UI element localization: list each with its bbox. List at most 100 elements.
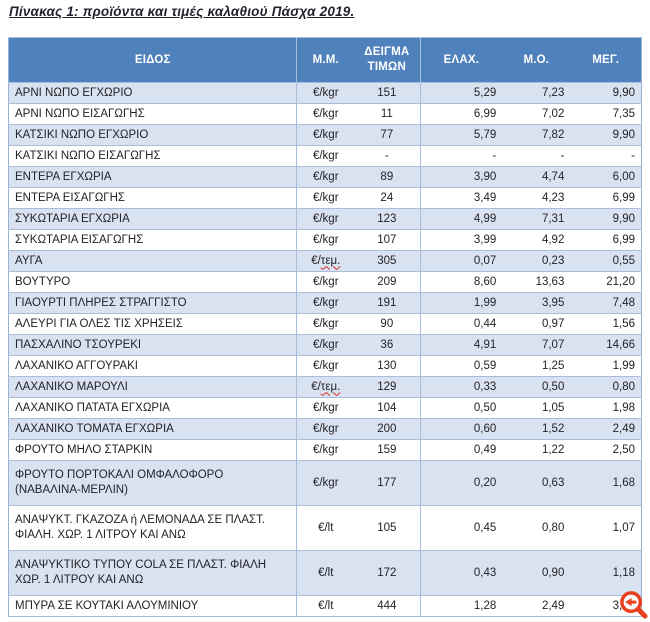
min-price-cell: 1,28 [420, 595, 503, 617]
table-caption: Πίνακας 1: προϊόντα και τιμές καλαθιού Π… [9, 4, 355, 19]
unit-cell: €/kgr [296, 166, 355, 188]
min-price-cell: 3,90 [420, 166, 503, 188]
product-name-cell: ΠΑΣΧΑΛΙΝΟ ΤΣΟΥΡΕΚΙ [8, 334, 298, 356]
product-name-cell: ΓΙΑΟΥΡΤΙ ΠΛΗΡΕΣ ΣΤΡΑΓΓΙΣΤΟ [8, 292, 298, 314]
table-row: ΑΡΝΙ ΝΩΠΟ ΕΙΣΑΓΩΓΗΣ €/kgr 11 6,99 7,02 7,35 [8, 103, 642, 125]
table-row: ΒΟΥΤΥΡΟ €/kgr 209 8,60 13,63 21,20 [8, 271, 642, 293]
sample-count-cell: 305 [354, 250, 421, 272]
sample-count-cell: 11 [354, 103, 421, 125]
sample-count-cell: 200 [354, 418, 421, 440]
sample-count-cell: 89 [354, 166, 421, 188]
product-name-cell: ΦΡΟΥΤΟ ΜΗΛΟ ΣΤΑΡΚΙΝ [8, 439, 298, 461]
product-name-cell: ΑΝΑΨΥΚΤ. ΓΚΑΖΟΖΑ ή ΛΕΜΟΝΑΔΑ ΣΕ ΠΛΑΣΤ. ΦΙ… [8, 505, 298, 551]
product-name-cell: ΑΥΓΑ [8, 250, 298, 272]
product-name-cell: ΚΑΤΣΙΚΙ ΝΩΠΟ ΕΓΧΩΡΙΟ [8, 124, 298, 146]
avg-price-cell: 13,63 [502, 271, 571, 293]
min-price-cell: 0,43 [420, 550, 503, 596]
sample-count-cell: 444 [354, 595, 421, 617]
table-row: ΑΡΝΙ ΝΩΠΟ ΕΓΧΩΡΙΟ €/kgr 151 5,29 7,23 9,90 [8, 82, 642, 104]
avg-price-cell: 7,31 [502, 208, 571, 230]
max-price-cell: 7,35 [570, 103, 642, 125]
min-price-cell: - [420, 145, 503, 167]
unit-cell: €/kgr [296, 103, 355, 125]
table-row: ΜΠΥΡΑ ΣΕ ΚΟΥΤΑΚΙ ΑΛΟΥΜΙΝΙΟΥ €/lt 444 1,28 2,… [8, 595, 642, 617]
sample-count-cell: 130 [354, 355, 421, 377]
min-price-cell: 0,07 [420, 250, 503, 272]
unit-cell: €/kgr [296, 82, 355, 104]
max-price-cell: 1,98 [570, 397, 642, 419]
product-name-cell: ΕΝΤΕΡΑ ΕΙΣΑΓΩΓΗΣ [8, 187, 298, 209]
min-price-cell: 3,49 [420, 187, 503, 209]
table-row: ΑΛΕΥΡΙ ΓΙΑ ΟΛΕΣ ΤΙΣ ΧΡΗΣΕΙΣ €/kgr 90 0,44 0,… [8, 313, 642, 335]
min-price-cell: 0,59 [420, 355, 503, 377]
table-row: ΑΥΓΑ €/τεμ. 305 0,07 0,23 0,55 [8, 250, 642, 272]
product-name-cell: ΕΝΤΕΡΑ ΕΓΧΩΡΙΑ [8, 166, 298, 188]
max-price-cell: 9,90 [570, 208, 642, 230]
product-name-cell: ΑΝΑΨΥΚΤΙΚΟ ΤΥΠΟΥ COLA ΣΕ ΠΛΑΣΤ. ΦΙΑΛΗ ΧΩ… [8, 550, 298, 596]
avg-price-cell: - [502, 145, 571, 167]
unit-cell: €/kgr [296, 355, 355, 377]
max-price-cell: 14,66 [570, 334, 642, 356]
min-price-cell: 0,49 [420, 439, 503, 461]
header-max: ΜΕΓ. [570, 37, 642, 83]
min-price-cell: 0,45 [420, 505, 503, 551]
table-row: ΕΝΤΕΡΑ ΕΓΧΩΡΙΑ €/kgr 89 3,90 4,74 6,00 [8, 166, 642, 188]
avg-price-cell: 1,25 [502, 355, 571, 377]
header-item: ΕΙΔΟΣ [8, 37, 298, 83]
max-price-cell: 1,07 [570, 505, 642, 551]
min-price-cell: 5,79 [420, 124, 503, 146]
avg-price-cell: 1,52 [502, 418, 571, 440]
magnifier-zoom-icon[interactable] [618, 590, 649, 621]
unit-cell: €/kgr [296, 187, 355, 209]
avg-price-cell: 0,50 [502, 376, 571, 398]
avg-price-cell: 0,90 [502, 550, 571, 596]
unit-cell: €/τεμ. [296, 376, 355, 398]
sample-count-cell: 90 [354, 313, 421, 335]
table-header: ΕΙΔΟΣ Μ.Μ. ΔΕΙΓΜΑ ΤΙΜΩΝ ΕΛΑΧ. Μ.Ο. ΜΕΓ. [8, 37, 642, 83]
sample-count-cell: 107 [354, 229, 421, 251]
max-price-cell: 0,80 [570, 376, 642, 398]
unit-cell: €/kgr [296, 397, 355, 419]
sample-count-cell: 151 [354, 82, 421, 104]
max-price-cell: 6,99 [570, 187, 642, 209]
unit-cell: €/kgr [296, 418, 355, 440]
avg-price-cell: 1,05 [502, 397, 571, 419]
sample-count-cell: 104 [354, 397, 421, 419]
max-price-cell: 21,20 [570, 271, 642, 293]
min-price-cell: 6,99 [420, 103, 503, 125]
table-row: ΕΝΤΕΡΑ ΕΙΣΑΓΩΓΗΣ €/kgr 24 3,49 4,23 6,99 [8, 187, 642, 209]
table-row: ΓΙΑΟΥΡΤΙ ΠΛΗΡΕΣ ΣΤΡΑΓΓΙΣΤΟ €/kgr 191 1,99 3,… [8, 292, 642, 314]
product-name-cell: ΛΑΧΑΝΙΚΟ ΤΟΜΑΤΑ ΕΓΧΩΡΙΑ [8, 418, 298, 440]
unit-cell: €/kgr [296, 208, 355, 230]
max-price-cell: 1,18 [570, 550, 642, 596]
table-row: ΠΑΣΧΑΛΙΝΟ ΤΣΟΥΡΕΚΙ €/kgr 36 4,91 7,07 14,66 [8, 334, 642, 356]
sample-count-cell: 105 [354, 505, 421, 551]
max-price-cell: 1,99 [570, 355, 642, 377]
unit-cell: €/kgr [296, 439, 355, 461]
product-name-cell: ΛΑΧΑΝΙΚΟ ΠΑΤΑΤΑ ΕΓΧΩΡΙΑ [8, 397, 298, 419]
avg-price-cell: 2,49 [502, 595, 571, 617]
unit-cell: €/kgr [296, 271, 355, 293]
min-price-cell: 3,99 [420, 229, 503, 251]
sample-count-cell: 24 [354, 187, 421, 209]
header-min: ΕΛΑΧ. [420, 37, 503, 83]
avg-price-cell: 0,63 [502, 460, 571, 506]
sample-count-cell: 77 [354, 124, 421, 146]
avg-price-cell: 7,02 [502, 103, 571, 125]
unit-cell: €/kgr [296, 292, 355, 314]
avg-price-cell: 4,74 [502, 166, 571, 188]
unit-cell: €/kgr [296, 460, 355, 506]
max-price-cell: 9,90 [570, 82, 642, 104]
sample-count-cell: 177 [354, 460, 421, 506]
product-name-cell: ΜΠΥΡΑ ΣΕ ΚΟΥΤΑΚΙ ΑΛΟΥΜΙΝΙΟΥ [8, 595, 298, 617]
table-body: ΑΡΝΙ ΝΩΠΟ ΕΓΧΩΡΙΟ €/kgr 151 5,29 7,23 9,90 ΑΡΝ… [8, 82, 642, 617]
avg-price-cell: 0,80 [502, 505, 571, 551]
table-row: ΦΡΟΥΤΟ ΜΗΛΟ ΣΤΑΡΚΙΝ €/kgr 159 0,49 1,22 2,50 [8, 439, 642, 461]
unit-cell: €/kgr [296, 334, 355, 356]
product-name-cell: ΛΑΧΑΝΙΚΟ ΑΓΓΟΥΡΑΚΙ [8, 355, 298, 377]
table-row: ΑΝΑΨΥΚΤΙΚΟ ΤΥΠΟΥ COLA ΣΕ ΠΛΑΣΤ. ΦΙΑΛΗ ΧΩ… [8, 550, 642, 596]
product-name-cell: ΦΡΟΥΤΟ ΠΟΡΤΟΚΑΛΙ ΟΜΦΑΛΟΦΟΡΟ (ΝΑΒΑΛΙΝΑ-ΜΕ… [8, 460, 298, 506]
sample-count-cell: 172 [354, 550, 421, 596]
table-row: ΚΑΤΣΙΚΙ ΝΩΠΟ ΕΓΧΩΡΙΟ €/kgr 77 5,79 7,82 9,90 [8, 124, 642, 146]
